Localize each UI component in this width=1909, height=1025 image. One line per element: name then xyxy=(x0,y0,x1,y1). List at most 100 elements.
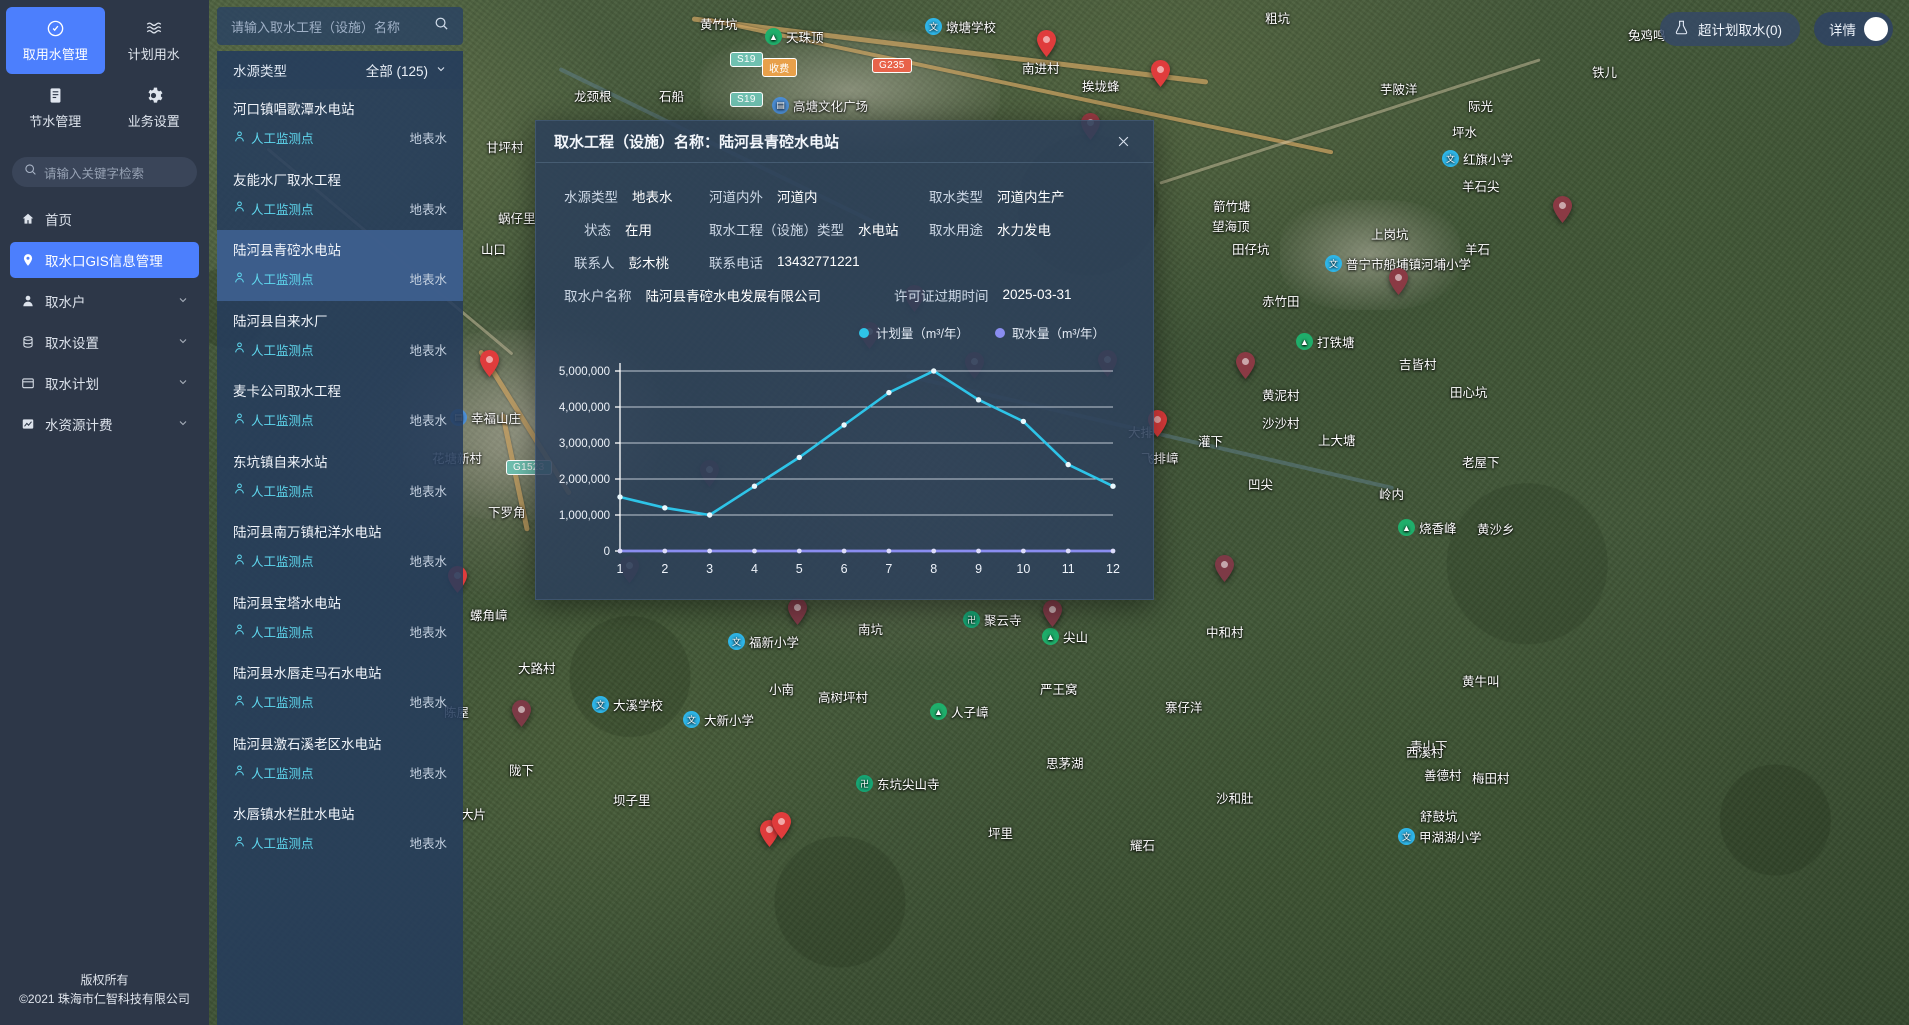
legend-swatch xyxy=(994,327,1005,338)
chart-data-point[interactable] xyxy=(841,422,847,428)
chart-y-tick-label: 1,000,000 xyxy=(559,510,610,522)
facility-meta: 人工监测点 地表水 xyxy=(233,340,447,359)
chart-x-tick-label: 3 xyxy=(706,562,713,576)
chevron-down-icon[interactable] xyxy=(177,376,189,391)
chart-data-point[interactable] xyxy=(752,548,757,554)
facility-list-item[interactable]: 水唇镇水栏肚水电站 人工监测点 地表水 xyxy=(217,794,463,865)
water-source-type: 地表水 xyxy=(409,202,447,217)
facility-list-item[interactable]: 东坑镇自来水站 人工监测点 地表水 xyxy=(217,442,463,513)
module-shortcut-label: 计划用水 xyxy=(127,47,180,62)
sidebar-item-2[interactable]: 取水户 xyxy=(10,283,199,319)
monitor-type-label: 人工监测点 xyxy=(251,625,314,640)
field-channel: 河道内外 河道内 xyxy=(709,186,929,206)
module-shortcut-intake-management[interactable]: 取用水管理 xyxy=(6,7,105,74)
monitor-point-icon xyxy=(233,764,246,780)
gauge-icon xyxy=(45,18,65,38)
facility-list[interactable]: 河口镇唱歌潭水电站 人工监测点 地表水 友能水厂取水工程 人工监测点 地表水 陆河县青硿水电… xyxy=(217,89,463,1025)
water-source-type: 地表水 xyxy=(409,132,447,146)
chart-data-point[interactable] xyxy=(1065,461,1071,468)
chart-data-point[interactable] xyxy=(1110,548,1116,554)
chart-data-point[interactable] xyxy=(796,548,802,554)
monitor-type-label: 人工监测点 xyxy=(251,766,314,781)
chart-data-point[interactable] xyxy=(841,548,847,554)
monitor-point-icon xyxy=(233,200,246,216)
close-icon[interactable] xyxy=(1111,130,1135,154)
field-value: 水力发电 xyxy=(997,222,1051,238)
chart-data-point[interactable] xyxy=(886,389,892,396)
facility-meta: 人工监测点 地表水 xyxy=(233,269,447,288)
monitor-type: 人工监测点 xyxy=(233,833,314,852)
sidebar-item-1[interactable]: 取水口GIS信息管理 xyxy=(10,242,199,278)
facility-list-item[interactable]: 陆河县自来水厂 人工监测点 地表水 xyxy=(217,301,463,372)
facility-list-item[interactable]: 河口镇唱歌潭水电站 人工监测点 地表水 xyxy=(217,89,463,160)
source-type-filter-value: 全部 (125) xyxy=(365,64,428,79)
facility-list-item[interactable]: 陆河县南万镇杞洋水电站 人工监测点 地表水 xyxy=(217,512,463,583)
map-road-shield: S19 xyxy=(730,52,763,67)
field-value: 水电站 xyxy=(858,222,899,238)
search-icon xyxy=(24,163,37,181)
chart-legend-item[interactable]: 取水量（m³/年） xyxy=(994,323,1105,342)
copyright-line-2: ©2021 珠海市仁智科技有限公司 xyxy=(19,992,190,1006)
chart-data-point[interactable] xyxy=(1020,548,1026,554)
detail-toggle-knob[interactable] xyxy=(1864,17,1888,41)
search-icon[interactable] xyxy=(434,16,449,36)
chart-data-point[interactable] xyxy=(796,454,802,461)
monitor-type: 人工监测点 xyxy=(233,551,314,570)
chart-data-point[interactable] xyxy=(1065,548,1071,554)
facility-list-item[interactable]: 友能水厂取水工程 人工监测点 地表水 xyxy=(217,160,463,231)
chart-data-point[interactable] xyxy=(931,368,937,374)
field-value: 陆河县青硿水电发展有限公司 xyxy=(645,288,822,304)
sidebar-item-4[interactable]: 取水计划 xyxy=(10,365,199,401)
monitor-type-label: 人工监测点 xyxy=(251,132,314,146)
chart-data-point[interactable] xyxy=(975,397,982,403)
chevron-down-icon[interactable] xyxy=(177,335,189,350)
info-row: 水源类型 地表水 河道内外 河道内 取水类型 河道内生产 xyxy=(564,179,1141,212)
facility-list-item[interactable]: 麦卡公司取水工程 人工监测点 地表水 xyxy=(217,371,463,442)
facility-list-item[interactable]: 陆河县宝塔水电站 人工监测点 地表水 xyxy=(217,583,463,654)
facility-meta: 人工监测点 地表水 xyxy=(233,551,447,570)
sidebar-item-0[interactable]: 首页 xyxy=(10,201,199,237)
field-label: 状态 xyxy=(584,222,611,238)
chart-data-point[interactable] xyxy=(662,505,668,511)
chart-data-point[interactable] xyxy=(886,548,892,554)
facility-search-input[interactable]: 请输入取水工程（设施）名称 xyxy=(217,7,463,45)
chart-data-point[interactable] xyxy=(1020,418,1027,425)
chart-data-point[interactable] xyxy=(751,483,758,489)
chart-data-point[interactable] xyxy=(1110,483,1116,489)
chevron-down-icon[interactable] xyxy=(177,417,189,432)
facility-list-item[interactable]: 陆河县激石溪老区水电站 人工监测点 地表水 xyxy=(217,724,463,795)
chart-data-point[interactable] xyxy=(976,548,981,554)
facility-list-item[interactable]: 陆河县水唇走马石水电站 人工监测点 地表水 xyxy=(217,653,463,724)
monitor-point-icon xyxy=(233,694,246,710)
chevron-down-icon[interactable] xyxy=(177,294,189,309)
module-shortcut-business-settings[interactable]: 业务设置 xyxy=(105,74,204,141)
chart-data-point[interactable] xyxy=(931,548,937,554)
module-shortcut-planned-water[interactable]: 计划用水 xyxy=(105,7,204,74)
sidebar-item-3[interactable]: 取水设置 xyxy=(10,324,199,360)
over-plan-intake-button[interactable]: 超计划取水(0) xyxy=(1660,12,1800,46)
facility-meta: 人工监测点 地表水 xyxy=(233,622,447,641)
detail-toggle[interactable]: 详情 xyxy=(1814,12,1893,46)
chart-data-point[interactable] xyxy=(707,548,713,554)
facility-list-item[interactable]: 陆河县青硿水电站 人工监测点 地表水 xyxy=(217,230,463,301)
chart-data-point[interactable] xyxy=(662,548,668,554)
chart-y-tick-label: 3,000,000 xyxy=(559,438,610,450)
water-source-type: 地表水 xyxy=(409,696,447,710)
sidebar-search-input[interactable]: 请输入关键字检索 xyxy=(12,157,197,187)
source-type-filter[interactable]: 水源类型 全部 (125) xyxy=(217,51,463,89)
module-shortcut-water-saving[interactable]: 节水管理 xyxy=(6,74,105,141)
chart-legend[interactable]: 计划量（m³/年） 取水量（m³/年） xyxy=(858,323,1105,342)
copyright-block: 版权所有 ©2021 珠海市仁智科技有限公司 xyxy=(0,971,209,1025)
chart-data-point[interactable] xyxy=(617,548,623,554)
over-plan-intake-label: 超计划取水(0) xyxy=(1698,23,1782,38)
chart-data-point[interactable] xyxy=(617,494,623,500)
sidebar-item-5[interactable]: 水资源计费 xyxy=(10,406,199,442)
monitor-type-label: 人工监测点 xyxy=(251,343,314,358)
monitor-type: 人工监测点 xyxy=(233,622,314,641)
facility-meta: 人工监测点 地表水 xyxy=(233,128,447,147)
intake-chart: 计划量（m³/年） 取水量（m³/年） 0 1,000,000 2,000,000 3,… xyxy=(536,317,1153,599)
monitor-type-label: 人工监测点 xyxy=(251,202,314,217)
field-value: 13432771221 xyxy=(777,254,860,269)
chart-data-point[interactable] xyxy=(706,512,713,518)
chart-x-tick-label: 7 xyxy=(885,562,892,576)
